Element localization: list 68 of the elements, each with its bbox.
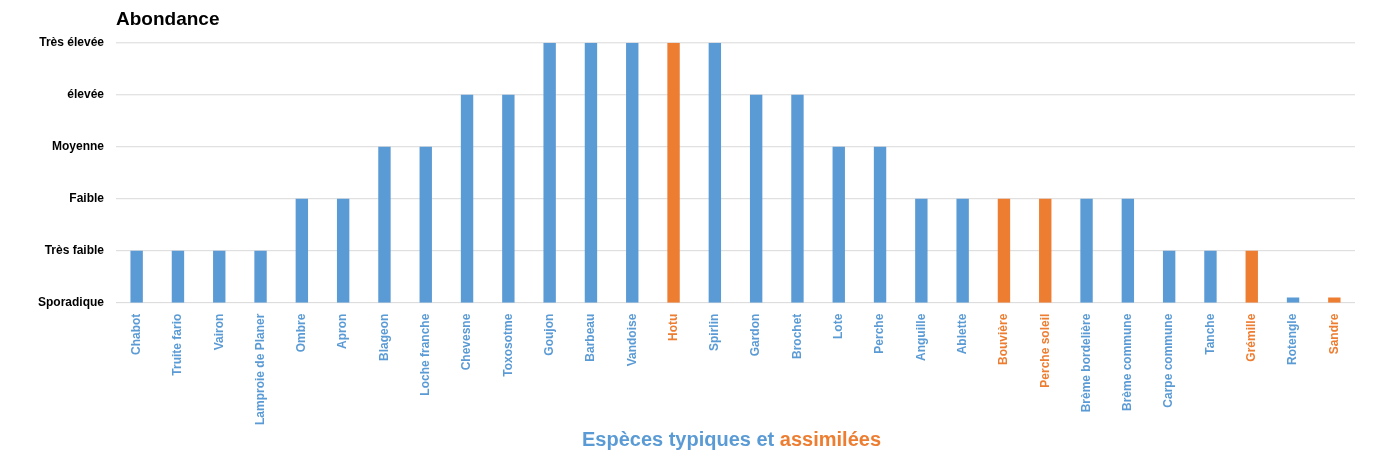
x-tick-label: Toxosotme [500,313,515,377]
x-tick-label: Chevesne [459,313,474,371]
bar [419,146,432,303]
bar [1328,297,1341,303]
x-tick-label: Grémille [1244,313,1259,362]
x-tick-label: Hotu [665,313,680,341]
bar [1204,250,1217,303]
bar [915,198,928,303]
x-tick-label: Brème bordelière [1078,313,1093,413]
text: Très faible [44,242,105,257]
bar [667,42,680,303]
bar [1162,250,1176,303]
bar [295,198,309,303]
chart-title: Abondance [116,7,220,29]
bar [171,250,185,303]
bar [749,94,763,303]
x-tick-label: Vairon [211,313,226,351]
x-tick-label: Anguille [913,313,928,361]
x-tick-label: Loche franche [418,313,433,396]
bar [791,94,804,303]
x-tick-label: Lamproie de Planer [252,313,267,426]
x-tick-label: Perche soleil [1037,313,1052,388]
x-tick-label: Chabot [128,313,143,355]
bar [997,198,1011,303]
bar [1121,198,1135,303]
bar [1286,297,1300,303]
x-tick-label: Carpe commune [1161,313,1176,408]
text: élevée [67,87,105,102]
x-tick-label: Lote [831,313,846,339]
x-tick-label: Perche [872,313,887,354]
x-tick-label: Spirlin [707,313,722,351]
bar [1080,198,1093,303]
x-tick-label: Sandre [1326,313,1341,355]
x-tick-label: Brochet [789,313,804,359]
x-tick-label: Goujon [541,313,556,356]
text: Sporadique [37,294,105,309]
bar [502,94,515,303]
bar [460,94,474,303]
bar [832,146,845,303]
x-tick-label: Tanche [1202,313,1217,355]
bar [543,42,556,303]
x-tick-label: Ombre [294,313,309,353]
text: Faible [69,191,105,206]
x-axis-title: Espèces typiques et assimilées [581,428,882,450]
x-tick-label: Brème commune [1120,313,1135,412]
x-tick-label: Blageon [376,313,391,361]
bar [130,250,143,303]
bar [1245,250,1258,303]
x-tick-label: Apron [335,313,350,349]
x-tick-label: Bouvière [996,313,1011,365]
bar [378,146,391,303]
bar [1039,198,1052,303]
text: Très élevée [39,35,105,50]
bar [584,42,598,303]
bar [873,146,887,303]
bar [213,250,226,303]
x-tick-label: Rotengle [1285,313,1300,365]
bar [254,250,267,303]
bar [336,198,350,303]
x-tick-label: Ablette [954,313,969,355]
bar [708,42,722,303]
bar [626,42,639,303]
x-tick-label: Vandoise [624,313,639,367]
x-tick-label: Gardon [748,313,763,357]
x-tick-label: Barbeau [583,313,598,362]
bar [956,198,969,303]
text: Moyenne [51,139,105,154]
x-tick-label: Truite fario [170,313,185,376]
